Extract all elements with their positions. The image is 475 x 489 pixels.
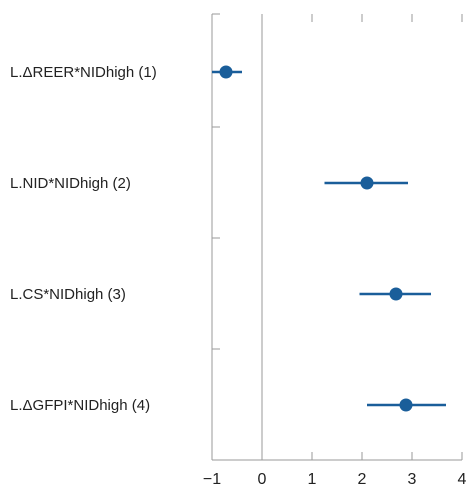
x-tick-label: 1 (308, 471, 317, 488)
category-label: L.NID*NIDhigh (2) (10, 175, 131, 192)
point-estimate (399, 398, 413, 412)
point-estimate (360, 176, 374, 190)
axes (211, 13, 463, 461)
category-label: L.ΔREER*NIDhigh (1) (10, 64, 157, 81)
point-estimate (219, 65, 233, 79)
category-label: L.ΔGFPI*NIDhigh (4) (10, 397, 150, 414)
x-tick-label: 4 (458, 471, 467, 488)
x-tick-label: 2 (358, 471, 367, 488)
point-estimate (389, 287, 403, 301)
category-label: L.CS*NIDhigh (3) (10, 286, 126, 303)
x-tick-label: −1 (203, 471, 221, 488)
marks (212, 65, 446, 412)
x-tick-label: 3 (408, 471, 417, 488)
labels: −1 0 1 2 3 4 L.ΔREER*NIDhigh (1) L.NID*NIDhigh … (10, 64, 467, 488)
x-tick-label: 0 (258, 471, 267, 488)
